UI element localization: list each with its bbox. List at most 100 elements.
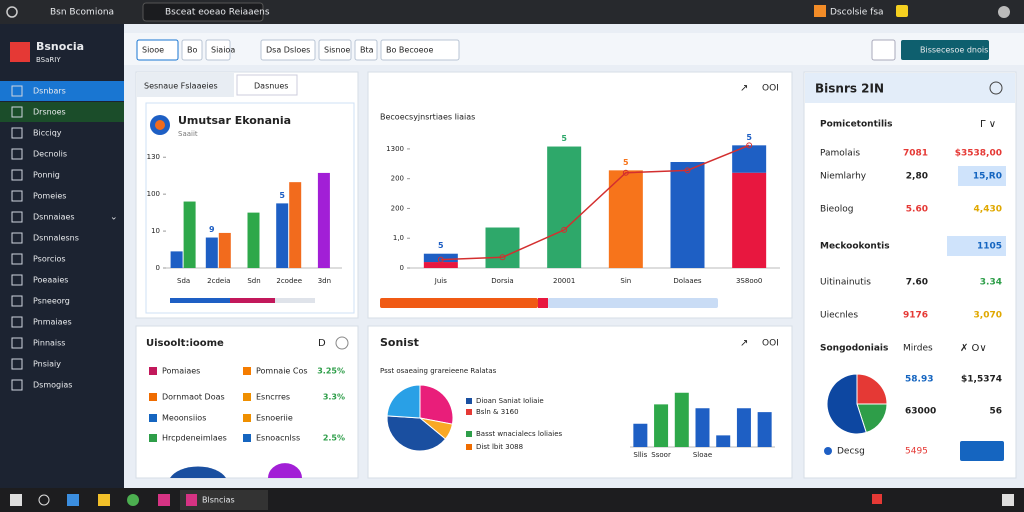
trend-point xyxy=(499,254,506,261)
app-icon[interactable] xyxy=(158,494,170,506)
profile-name[interactable]: Dscolsie fsa xyxy=(830,8,884,18)
ext-icon[interactable] xyxy=(896,5,908,17)
toolbar-button[interactable] xyxy=(354,39,378,61)
x-tick-label: Sllis xyxy=(633,451,647,459)
menu-item[interactable]: Dsmogias xyxy=(33,381,72,390)
menu-icon xyxy=(11,379,23,391)
menu-icon xyxy=(11,295,23,307)
start-icon[interactable] xyxy=(10,494,22,506)
app-icon[interactable] xyxy=(67,494,79,506)
search-icon[interactable] xyxy=(38,494,50,506)
bar xyxy=(183,201,196,268)
menu-item[interactable]: Ponnig xyxy=(33,171,60,180)
tab-label: Sesnaue Fslaaeies xyxy=(144,82,218,91)
legend-swatch xyxy=(149,434,157,442)
legend-label: Dist lbit 3088 xyxy=(476,443,523,451)
active-app[interactable] xyxy=(180,490,268,510)
address-bar[interactable] xyxy=(142,2,264,22)
x-tick-label: Sloae xyxy=(693,451,712,459)
row-label: Meckookontis xyxy=(820,242,890,252)
menu-item[interactable]: Dsnbars xyxy=(33,87,66,96)
bar xyxy=(218,232,231,268)
pie-slice xyxy=(856,403,888,434)
row-value: 1105 xyxy=(977,242,1002,252)
menu-item[interactable]: Pnsiaiy xyxy=(33,360,61,369)
bar xyxy=(732,172,767,268)
menu-icon xyxy=(11,316,23,328)
menu-item[interactable]: Bicciqy xyxy=(33,129,62,138)
toolbar-button[interactable] xyxy=(181,39,203,61)
row-label: Uitinainutis xyxy=(820,278,871,288)
bar xyxy=(608,170,643,268)
header-icons[interactable]: OOI xyxy=(762,84,779,94)
menu-icon xyxy=(11,169,23,181)
menu-icon xyxy=(11,358,23,370)
action-button[interactable] xyxy=(901,40,989,60)
y-tick-label: 200 xyxy=(391,204,404,212)
menu-item[interactable]: Pnmaiaes xyxy=(33,318,72,327)
toolbar-button[interactable] xyxy=(205,39,231,61)
highlight xyxy=(958,166,1006,186)
x-tick-label: Ssoor xyxy=(651,451,671,459)
toolbar-button[interactable] xyxy=(260,39,316,61)
row-label: Uiecnles xyxy=(820,311,858,321)
panel-title: Bisnrs 2IN xyxy=(815,82,884,96)
tab-title[interactable]: Bsn Bcomiona xyxy=(50,8,114,18)
footer-button[interactable] xyxy=(960,441,1004,461)
section-icons[interactable]: ✗ O∨ xyxy=(960,343,987,354)
expand-icon[interactable]: ↗ xyxy=(740,338,748,349)
reload-icon[interactable] xyxy=(6,6,18,18)
trend-line xyxy=(440,144,750,261)
bar xyxy=(757,412,772,447)
header-icon[interactable]: D xyxy=(318,338,326,349)
tab-active[interactable] xyxy=(137,73,234,97)
tab[interactable] xyxy=(236,74,298,96)
x-tick-label: Juis xyxy=(434,277,447,285)
legend-swatch xyxy=(466,409,472,415)
menu-icon[interactable] xyxy=(998,6,1010,18)
trend-point xyxy=(561,226,568,233)
bar xyxy=(674,392,689,447)
card-title: Umutsar Ekonania xyxy=(178,114,291,127)
menu-item[interactable]: Drsnoes xyxy=(33,108,66,117)
icon-button[interactable] xyxy=(871,39,896,61)
menu-item[interactable]: Dsnnalesns xyxy=(33,234,79,243)
toolbar-button[interactable] xyxy=(136,39,179,61)
toolbar-button[interactable] xyxy=(318,39,352,61)
app-icon[interactable] xyxy=(127,494,139,506)
menu-item[interactable]: Pomeies xyxy=(33,192,66,201)
menu-item[interactable]: Dsnnaiaes xyxy=(33,213,75,222)
header-icons[interactable]: OOI xyxy=(762,339,779,349)
section-icons[interactable]: Γ ∨ xyxy=(980,119,996,130)
menu-item[interactable]: Pinnaiss xyxy=(33,339,65,348)
menu-icon xyxy=(11,274,23,286)
y-tick-label: 200 xyxy=(391,175,404,183)
app-icon[interactable] xyxy=(98,494,110,506)
menu-icon xyxy=(11,211,23,223)
panel-header xyxy=(805,73,1015,103)
info-icon[interactable] xyxy=(335,336,349,350)
menu-item[interactable]: Poeaaies xyxy=(33,276,68,285)
bar-annotation: 5 xyxy=(746,133,752,142)
menu-item[interactable]: Decnolis xyxy=(33,150,67,159)
legend-swatch xyxy=(466,398,472,404)
panel xyxy=(135,325,359,479)
stat-value: $1,5374 xyxy=(961,375,1002,385)
legend-label: Esnoeriie xyxy=(256,414,293,423)
toolbar-button[interactable] xyxy=(380,39,460,61)
legend-label: Hrcpdeneimlaes xyxy=(162,434,227,443)
bar xyxy=(170,251,183,268)
chevron: ⌄ xyxy=(110,213,118,223)
legend-swatch xyxy=(243,367,251,375)
bar xyxy=(633,423,648,447)
bar-annotation: 5 xyxy=(438,241,444,250)
menu-item[interactable]: Psorcios xyxy=(33,255,66,264)
row-value: 9176 xyxy=(903,311,928,321)
highlight xyxy=(947,236,1006,256)
info-icon[interactable] xyxy=(989,81,1003,95)
row-label: Bieolog xyxy=(820,205,853,215)
expand-icon[interactable]: ↗ xyxy=(740,83,748,94)
menu-item[interactable]: Psneeorg xyxy=(33,297,70,306)
bar xyxy=(736,408,751,447)
bar xyxy=(423,253,458,263)
